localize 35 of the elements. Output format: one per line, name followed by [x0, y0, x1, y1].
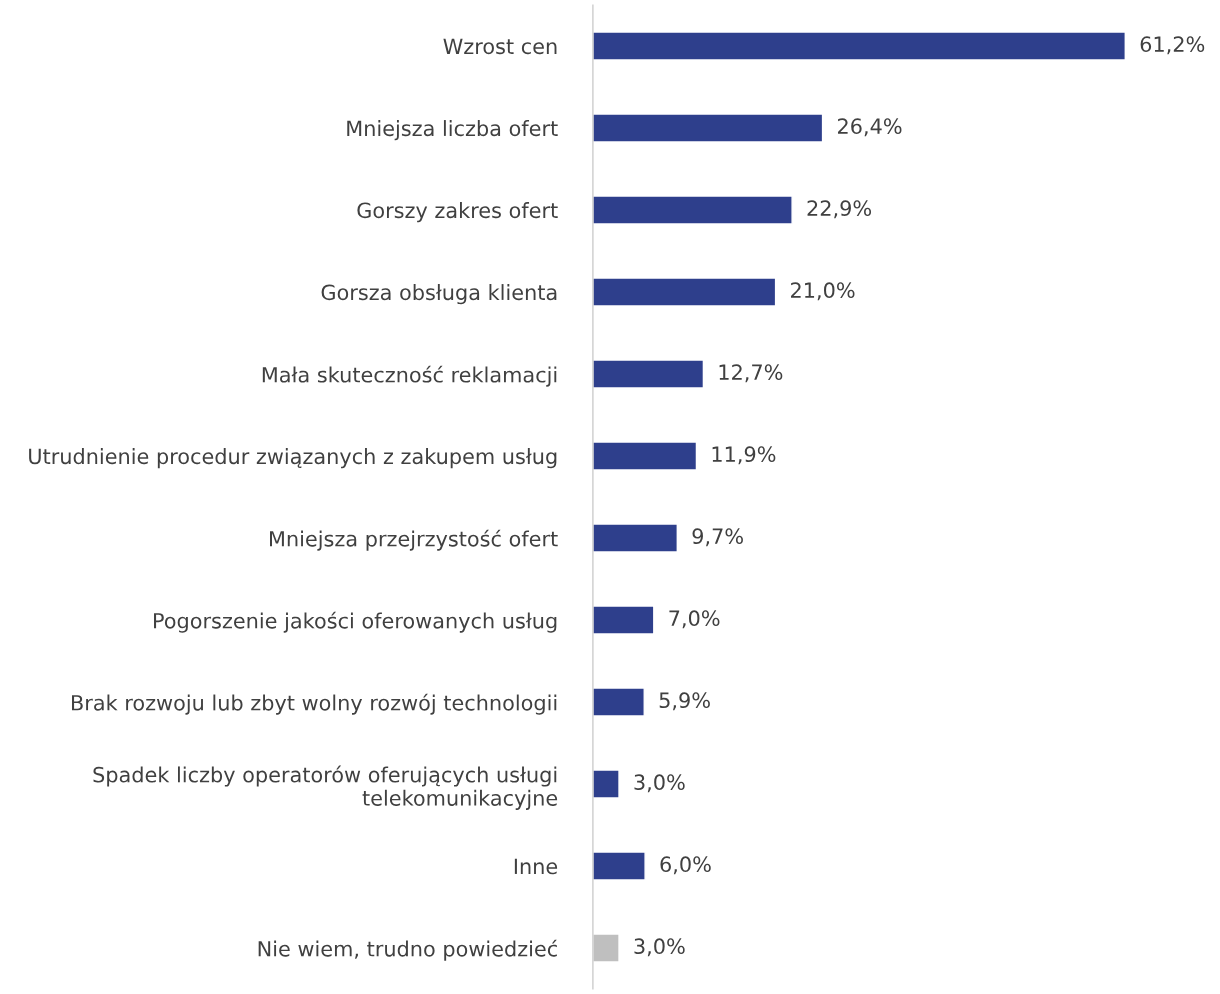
- data-label: 3,0%: [634, 774, 685, 793]
- data-label: 26,4%: [837, 118, 902, 137]
- data-label: 21,0%: [791, 282, 855, 301]
- bar: [592, 687, 645, 717]
- bar: [592, 851, 646, 881]
- data-label: 22,9%: [807, 200, 872, 219]
- data-label: 3,0%: [634, 938, 685, 957]
- y-tick-label: Gorszy zakres ofert: [357, 202, 558, 223]
- bar: [592, 277, 777, 307]
- y-tick-label: Brak rozwoju lub zbyt wolny rozwój technologii: [72, 693, 557, 715]
- bar: [592, 113, 824, 143]
- bar: [592, 441, 698, 471]
- data-label: 6,0%: [660, 856, 711, 875]
- data-label: 5,9%: [659, 692, 710, 711]
- y-tick-label: Mniejsza liczba ofert: [347, 120, 558, 141]
- data-label: 12,7%: [719, 364, 783, 383]
- bar: [592, 195, 793, 225]
- y-tick-label: Spadek liczby operatorów oferujących usługi telekomunikacyjne: [93, 765, 558, 810]
- data-label: 61,2%: [1140, 36, 1205, 55]
- y-tick-label: Inne: [514, 858, 558, 875]
- bar: [592, 605, 655, 635]
- data-label: 7,0%: [669, 610, 720, 629]
- data-label: 11,9%: [712, 446, 776, 465]
- y-tick-label: Mniejsza przejrzystość ofert: [270, 529, 558, 551]
- data-label: 9,7%: [692, 528, 743, 547]
- bar: [592, 359, 705, 389]
- y-tick-label: Mała skuteczność reklamacji: [262, 365, 557, 387]
- y-tick-label: Nie wiem, trudno powiedzieć: [258, 939, 557, 961]
- y-tick-label: Gorsza obsługa klienta: [321, 284, 557, 305]
- y-tick-label: Utrudnienie procedur związanych z zakupem usług: [29, 448, 557, 469]
- y-tick-label: Pogorszenie jakości oferowanych usług: [154, 611, 557, 633]
- bar: [592, 769, 620, 799]
- bar: [592, 31, 1126, 61]
- bar: [592, 523, 678, 553]
- y-tick-label: Wzrost cen: [443, 38, 557, 55]
